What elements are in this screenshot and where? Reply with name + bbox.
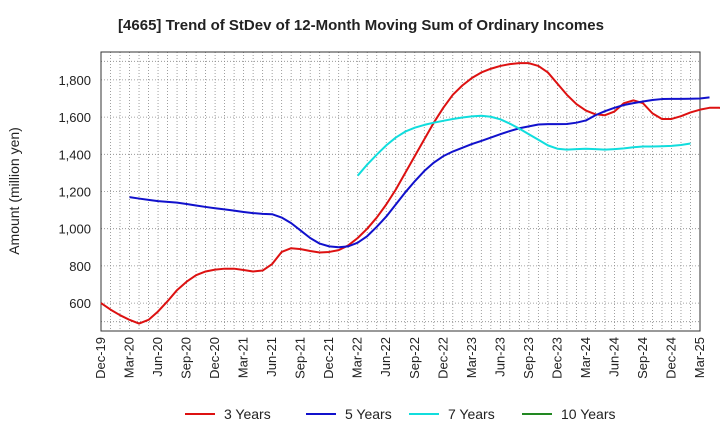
series-line-3-years [100, 62, 720, 325]
x-tick-label: Sep-23 [521, 337, 536, 379]
x-tick-label: Dec-23 [549, 337, 564, 379]
x-tick-label: Mar-20 [122, 337, 137, 378]
legend-label: 7 Years [448, 406, 495, 422]
x-tick-label: Jun-21 [264, 337, 279, 377]
legend-label: 3 Years [224, 406, 271, 422]
y-tick-label: 1,800 [58, 73, 91, 88]
y-tick-label: 800 [69, 259, 91, 274]
x-tick-label: Sep-20 [179, 337, 194, 379]
x-tick-label: Dec-19 [93, 337, 108, 379]
series-lines [100, 62, 720, 325]
y-tick-label: 1,200 [58, 185, 91, 200]
x-tick-label: Mar-21 [236, 337, 251, 378]
x-tick-label: Jun-23 [492, 337, 507, 377]
x-tick-label: Sep-21 [293, 337, 308, 379]
x-tick-label: Dec-21 [321, 337, 336, 379]
gridlines [101, 52, 700, 331]
y-tick-label: 600 [69, 296, 91, 311]
y-tick-label: 1,600 [58, 110, 91, 125]
legend: 3 Years 5 Years 7 Years 10 Years [185, 406, 616, 422]
y-axis-label: Amount (million yen) [6, 127, 22, 255]
x-tick-label: Dec-20 [207, 337, 222, 379]
x-tick-label: Mar-22 [350, 337, 365, 378]
y-tick-label: 1,000 [58, 222, 91, 237]
chart-title: [4665] Trend of StDev of 12-Month Moving… [118, 17, 604, 34]
legend-label: 10 Years [561, 406, 616, 422]
x-tick-label: Dec-24 [663, 337, 678, 379]
x-tick-label: Jun-20 [150, 337, 165, 377]
x-tick-label: Jun-22 [378, 337, 393, 377]
y-axis-ticks: 600 800 1,000 1,200 1,400 1,600 1,800 [58, 73, 91, 311]
x-tick-label: Mar-24 [578, 337, 593, 378]
x-tick-label: Dec-22 [435, 337, 450, 379]
series-line-7-years [356, 114, 691, 177]
plot-frame [100, 51, 701, 332]
x-tick-label: Mar-25 [692, 337, 707, 378]
x-tick-label: Sep-24 [635, 337, 650, 379]
x-tick-label: Mar-23 [464, 337, 479, 378]
x-tick-label: Jun-24 [606, 337, 621, 377]
y-tick-label: 1,400 [58, 147, 91, 162]
x-axis-ticks: Dec-19 Mar-20 Jun-20 Sep-20 Dec-20 Mar-21 Jun-… [93, 337, 707, 379]
series-line-5-years [129, 96, 710, 249]
legend-label: 5 Years [345, 406, 392, 422]
x-tick-label: Sep-22 [407, 337, 422, 379]
